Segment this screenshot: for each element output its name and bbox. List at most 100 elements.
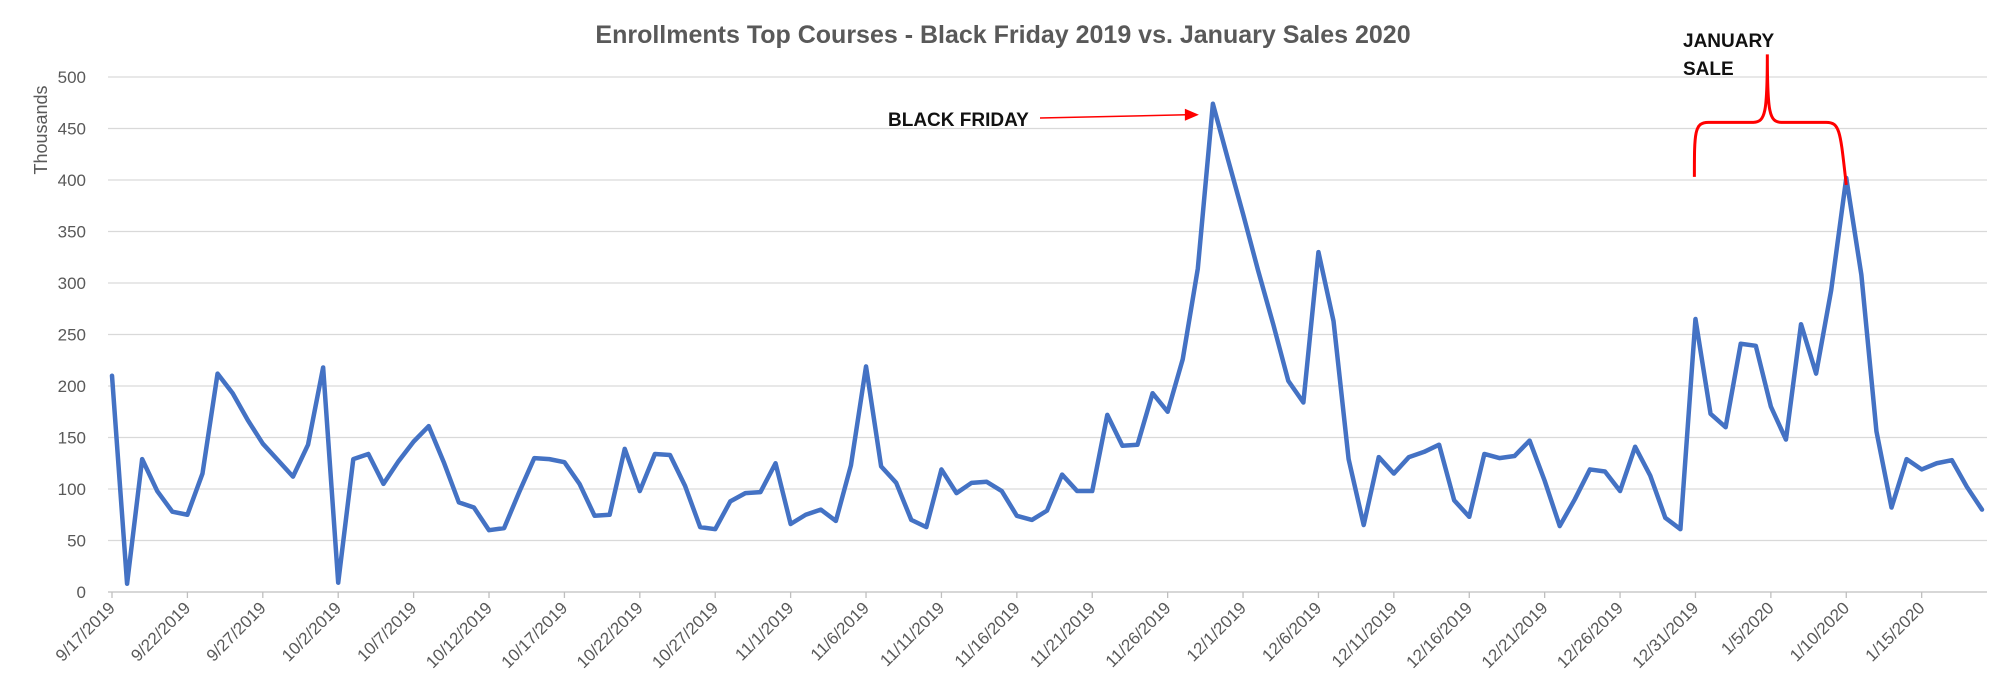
data-point	[955, 491, 959, 495]
x-tick-label: 12/26/2019	[1553, 598, 1627, 672]
data-point	[1105, 413, 1109, 417]
y-axis-ticks: 0 50 100 150 200 250 300 350 400 450 500	[58, 68, 86, 602]
data-point	[578, 482, 582, 486]
data-point	[1754, 344, 1758, 348]
data-point	[276, 458, 280, 462]
data-point	[200, 472, 204, 476]
series-layer	[109, 101, 1985, 587]
data-point	[1482, 452, 1486, 456]
data-point	[427, 424, 431, 428]
data-point	[638, 489, 642, 493]
y-axis-label: Thousands	[31, 85, 51, 174]
january-sale-annotation-line-2: SALE	[1683, 59, 1734, 80]
data-point	[668, 453, 672, 457]
x-tick-label: 11/1/2019	[731, 598, 797, 664]
data-point	[140, 457, 144, 461]
data-point	[1618, 489, 1622, 493]
x-tick-label: 11/21/2019	[1026, 598, 1099, 671]
data-point	[1573, 497, 1577, 501]
data-point	[1874, 429, 1878, 433]
data-point	[1241, 212, 1245, 216]
x-tick-label: 11/26/2019	[1102, 598, 1175, 671]
chart-title: Enrollments Top Courses - Black Friday 2…	[595, 21, 1410, 49]
data-point	[623, 447, 627, 451]
data-point	[1256, 269, 1260, 273]
data-point	[698, 525, 702, 529]
data-point	[713, 527, 717, 531]
data-point	[216, 372, 220, 376]
y-tick-label: 400	[58, 171, 86, 190]
data-point	[683, 484, 687, 488]
x-tick-label: 9/27/2019	[203, 598, 270, 665]
data-point	[170, 510, 174, 514]
data-point	[1528, 439, 1532, 443]
data-point	[457, 500, 461, 504]
data-point	[1543, 479, 1547, 483]
data-point	[894, 481, 898, 485]
data-point	[1799, 322, 1803, 326]
data-point	[1015, 514, 1019, 518]
data-point	[1950, 458, 1954, 462]
x-tick-label: 12/6/2019	[1258, 598, 1325, 665]
x-tick-label: 12/16/2019	[1402, 598, 1476, 672]
data-point	[321, 365, 325, 369]
data-point	[758, 490, 762, 494]
data-point	[1181, 357, 1185, 361]
data-point	[728, 499, 732, 503]
data-point	[1316, 250, 1320, 254]
data-point	[1075, 489, 1079, 493]
data-point	[1347, 457, 1351, 461]
data-point	[1648, 474, 1652, 478]
data-point	[381, 482, 385, 486]
data-point	[246, 418, 250, 422]
data-point	[1709, 412, 1713, 416]
data-point	[1739, 342, 1743, 346]
data-point	[970, 481, 974, 485]
data-point	[547, 457, 551, 461]
series-line-enrollments	[109, 101, 1985, 587]
y-tick-label: 50	[67, 532, 86, 551]
data-point	[1000, 489, 1004, 493]
data-point	[1724, 425, 1728, 429]
data-point	[608, 513, 612, 517]
data-point	[1301, 400, 1305, 404]
data-point	[1030, 518, 1034, 522]
data-point	[562, 460, 566, 464]
january-sale-annotation-line-1: JANUARY	[1683, 31, 1774, 52]
data-point	[879, 464, 883, 468]
x-axis-ticks: 9/17/2019 9/22/2019 9/27/2019 10/2/2019 10/7…	[52, 592, 1929, 672]
data-point	[517, 490, 521, 494]
data-point	[1090, 489, 1094, 493]
data-point	[1920, 467, 1924, 471]
data-point	[125, 582, 129, 586]
x-tick-label: 10/7/2019	[354, 598, 421, 665]
data-point	[1965, 485, 1969, 489]
data-point	[849, 463, 853, 467]
data-point	[502, 526, 506, 530]
black-friday-annotation: BLACK FRIDAY	[888, 110, 1029, 131]
data-point	[1377, 455, 1381, 459]
data-point	[1678, 527, 1682, 531]
x-tick-label: 10/17/2019	[498, 598, 572, 672]
x-tick-label: 11/11/2019	[876, 598, 948, 670]
data-point	[1905, 457, 1909, 461]
x-tick-label: 10/27/2019	[648, 598, 722, 672]
x-tick-label: 10/2/2019	[278, 598, 345, 665]
data-point	[185, 513, 189, 517]
data-point	[1211, 102, 1215, 106]
data-point	[1890, 506, 1894, 510]
y-tick-label: 100	[58, 480, 86, 499]
x-tick-label: 12/11/2019	[1328, 598, 1401, 671]
data-point	[1437, 443, 1441, 447]
data-point	[1060, 473, 1064, 477]
data-point	[939, 467, 943, 471]
data-point	[1226, 157, 1230, 161]
data-point	[1196, 267, 1200, 271]
data-point	[1935, 461, 1939, 465]
data-point	[1859, 273, 1863, 277]
data-point	[593, 514, 597, 518]
data-point	[743, 491, 747, 495]
data-point	[532, 456, 536, 460]
data-point	[442, 460, 446, 464]
